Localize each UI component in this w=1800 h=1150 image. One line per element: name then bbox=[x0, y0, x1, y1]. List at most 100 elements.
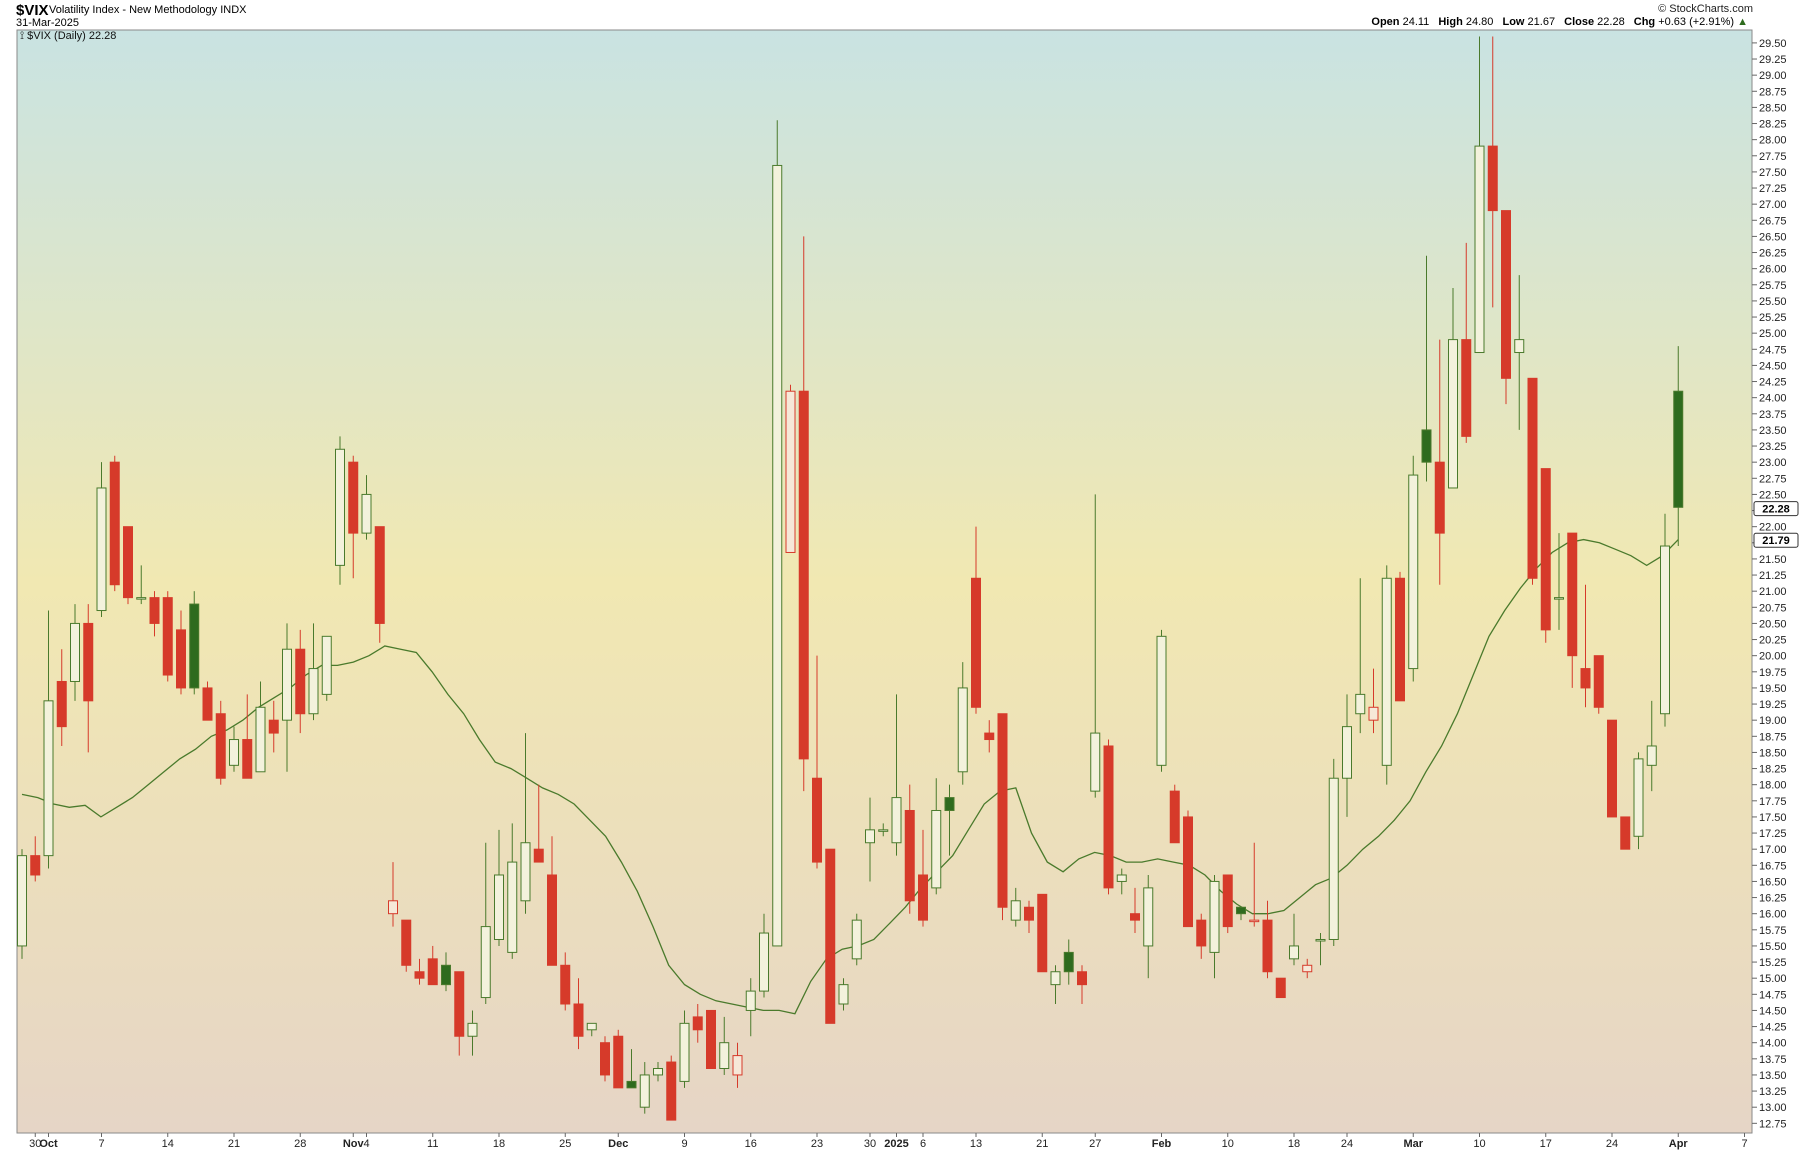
y-tick-label: 22.50 bbox=[1759, 489, 1787, 501]
candle-body bbox=[401, 919, 412, 966]
candle-body bbox=[1169, 790, 1180, 844]
candle bbox=[1090, 494, 1101, 798]
y-tick-label: 13.25 bbox=[1759, 1086, 1787, 1098]
candle-body bbox=[335, 448, 345, 566]
candle-body bbox=[414, 971, 425, 979]
candle bbox=[295, 629, 306, 734]
y-tick-label: 13.00 bbox=[1759, 1102, 1787, 1114]
candle bbox=[759, 913, 769, 998]
candle bbox=[388, 862, 398, 927]
candle-body bbox=[639, 1074, 650, 1108]
candle-body bbox=[189, 603, 200, 689]
candle-body bbox=[586, 1022, 597, 1031]
x-tick-label: 16 bbox=[745, 1138, 757, 1150]
candle-body bbox=[467, 1022, 478, 1037]
candle bbox=[918, 829, 928, 927]
y-tick-label: 23.00 bbox=[1759, 457, 1787, 469]
candle bbox=[308, 623, 319, 721]
candle-body bbox=[1116, 874, 1127, 882]
candle-body bbox=[1461, 339, 1472, 437]
high-readout: High 24.80 bbox=[1438, 16, 1494, 28]
y-tick-label: 14.75 bbox=[1759, 989, 1787, 1001]
y-tick-label: 22.75 bbox=[1759, 473, 1787, 485]
y-tick-label: 17.25 bbox=[1759, 828, 1787, 840]
candle-body bbox=[613, 1035, 624, 1089]
candle bbox=[1209, 874, 1220, 979]
x-tick-label: 13 bbox=[970, 1138, 982, 1150]
candle bbox=[984, 720, 995, 753]
y-tick-label: 16.50 bbox=[1759, 876, 1787, 888]
candle bbox=[467, 1010, 478, 1056]
candle bbox=[282, 623, 292, 772]
y-tick-label: 17.00 bbox=[1759, 844, 1787, 856]
candle-body bbox=[891, 797, 902, 844]
y-tick-label: 27.25 bbox=[1759, 183, 1787, 195]
candle bbox=[30, 836, 41, 882]
candle-body bbox=[1567, 532, 1578, 657]
candle-body bbox=[43, 700, 54, 857]
candle-body bbox=[1487, 145, 1498, 212]
candle bbox=[891, 694, 902, 856]
candle-body bbox=[1368, 706, 1379, 721]
candle-body bbox=[321, 635, 332, 695]
y-tick-label: 28.25 bbox=[1759, 119, 1787, 131]
x-tick-label: 21 bbox=[1036, 1138, 1048, 1150]
candle-body bbox=[1196, 919, 1207, 947]
candle bbox=[1183, 810, 1193, 928]
candle bbox=[1302, 958, 1313, 979]
y-tick-label: 25.75 bbox=[1759, 280, 1787, 292]
candle bbox=[1249, 842, 1260, 927]
candle-body bbox=[904, 809, 915, 902]
y-tick-label: 19.75 bbox=[1759, 667, 1787, 679]
x-tick-label: 9 bbox=[681, 1138, 687, 1150]
candle bbox=[1593, 655, 1604, 714]
x-tick-label: 17 bbox=[1540, 1138, 1552, 1150]
x-tick-label: Mar bbox=[1403, 1138, 1423, 1150]
candle bbox=[109, 455, 120, 592]
candle bbox=[904, 784, 915, 914]
candle-body bbox=[1143, 887, 1154, 947]
candle-body bbox=[1209, 880, 1220, 953]
candle bbox=[838, 978, 849, 1011]
candle-body bbox=[1554, 597, 1564, 600]
candle bbox=[692, 1003, 703, 1043]
candle bbox=[1567, 532, 1578, 688]
candle bbox=[1024, 900, 1034, 934]
candle-body bbox=[1328, 777, 1339, 940]
candle-body bbox=[162, 597, 173, 676]
candle-body bbox=[732, 1055, 743, 1076]
candle bbox=[96, 462, 107, 617]
x-tick-label: 24 bbox=[1341, 1138, 1353, 1150]
y-tick-label: 16.00 bbox=[1759, 909, 1787, 921]
y-tick-label: 21.50 bbox=[1759, 554, 1787, 566]
candle-body bbox=[971, 577, 981, 708]
candle-body bbox=[268, 719, 279, 734]
candle-body bbox=[1156, 635, 1167, 766]
candle bbox=[653, 1062, 663, 1082]
candle bbox=[1660, 513, 1670, 727]
candle bbox=[136, 565, 147, 605]
candle bbox=[931, 778, 942, 895]
candle-body bbox=[308, 668, 319, 715]
candle bbox=[1434, 339, 1445, 585]
candle bbox=[1540, 468, 1551, 643]
open-readout: Open 24.11 bbox=[1371, 16, 1430, 28]
candle bbox=[441, 952, 451, 992]
candle bbox=[1010, 887, 1021, 927]
candle-body bbox=[215, 713, 226, 779]
candle-body bbox=[772, 164, 783, 947]
plot-background bbox=[16, 29, 1753, 1134]
candle-body bbox=[374, 526, 385, 624]
candle bbox=[1448, 288, 1458, 489]
candle bbox=[865, 797, 875, 882]
candle-body bbox=[96, 487, 107, 612]
candle-body bbox=[30, 855, 41, 876]
x-tick-label: Feb bbox=[1152, 1138, 1172, 1150]
candle bbox=[480, 842, 491, 1004]
candle-body bbox=[1222, 874, 1233, 928]
candle bbox=[1236, 906, 1246, 921]
y-tick-label: 20.25 bbox=[1759, 635, 1787, 647]
y-tick-label: 15.00 bbox=[1759, 973, 1787, 985]
y-tick-label: 27.00 bbox=[1759, 199, 1787, 211]
